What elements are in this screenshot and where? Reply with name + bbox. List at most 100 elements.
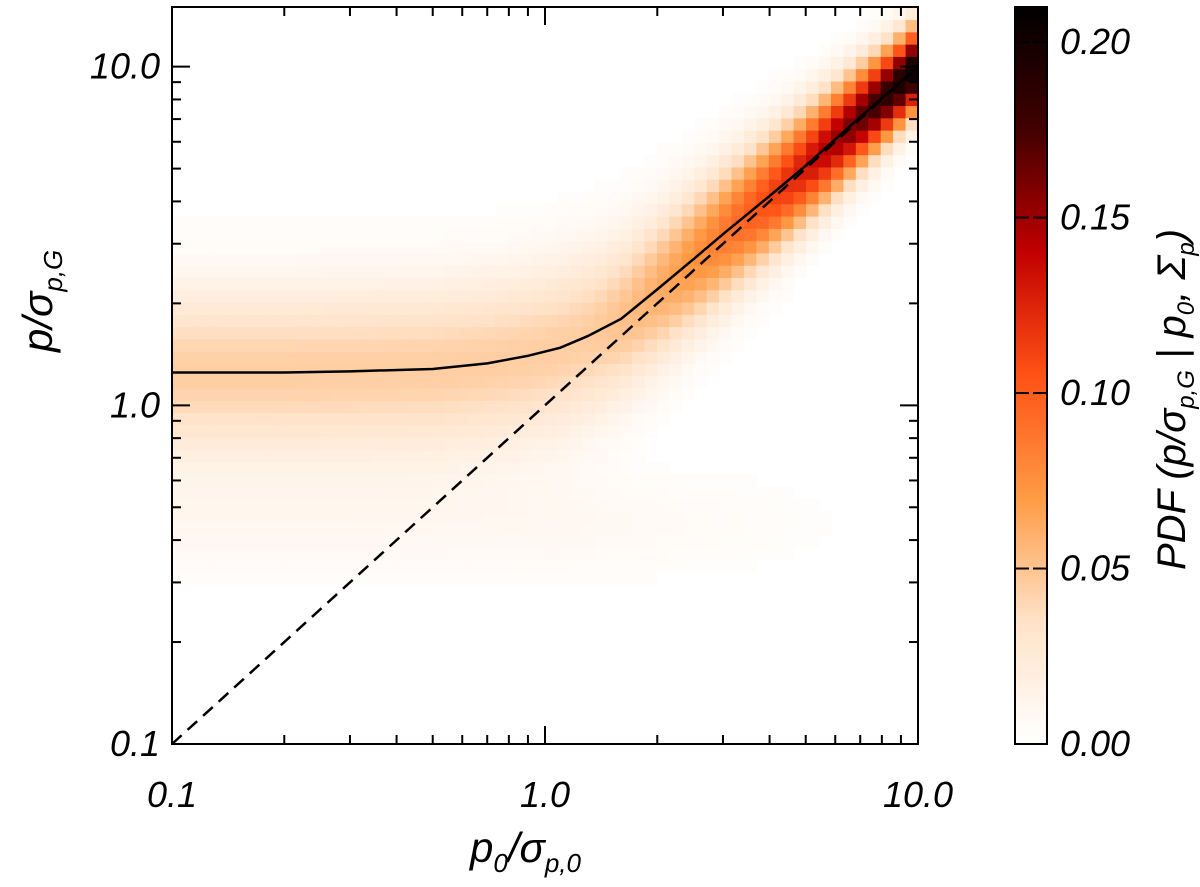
heatmap-cell [681,228,695,242]
heatmap-cell [184,277,198,291]
heatmap-cell [321,449,335,463]
heatmap-cell [383,424,397,438]
heatmap-cell [370,510,385,524]
heatmap-cell [433,350,447,365]
heatmap-cell [632,498,646,512]
heatmap-cell [756,105,770,119]
heatmap-cell [706,350,720,365]
heatmap-cell [445,289,459,303]
heatmap-cell [557,449,571,463]
heatmap-cell [457,215,472,229]
heatmap-cell [768,166,783,180]
heatmap-cell [470,228,484,242]
heatmap-cell [545,301,559,315]
heatmap-cell [507,375,521,389]
heatmap-cell [246,522,260,536]
heatmap-cell [781,215,795,229]
heatmap-cell [308,363,322,377]
heatmap-cell [607,486,621,500]
heatmap-cell [793,154,807,168]
heatmap-cell [632,473,646,487]
heatmap-cell [221,400,235,414]
heatmap-cell [818,215,832,229]
heatmap-cell [184,350,198,365]
heatmap-cell [358,228,372,242]
heatmap-cell [520,412,534,426]
heatmap-cell [308,338,322,352]
heatmap-cell [333,326,347,340]
heatmap-cell [433,522,447,536]
heatmap-cell [507,277,521,291]
heatmap-cell [457,547,472,561]
heatmap-cell [246,277,260,291]
heatmap-cell [619,350,633,365]
heatmap-cell [644,350,658,365]
svg-text:p0/σp,0: p0/σp,0 [468,824,582,878]
heatmap-cell [370,572,385,586]
heatmap-cell [830,142,845,156]
heatmap-cell [221,572,235,586]
heatmap-cell [470,350,484,365]
heatmap-cell [743,498,758,512]
heatmap-cell [582,375,596,389]
heatmap-cell [632,559,646,573]
heatmap-cell [806,535,820,549]
heatmap-cell [582,522,596,536]
heatmap-cell [408,473,422,487]
heatmap-cell [283,350,298,365]
heatmap-cell [706,191,720,205]
heatmap-cell [669,240,683,254]
heatmap-cell [358,449,372,463]
heatmap-cell [806,56,820,70]
heatmap-cell [296,572,310,586]
heatmap-cell [271,486,285,500]
heatmap-cell [433,338,447,352]
heatmap-cell [632,350,646,365]
heatmap-cell [408,326,422,340]
heatmap-cell [370,240,385,254]
heatmap-cell [259,350,273,365]
heatmap-cell [221,277,235,291]
heatmap-cell [482,338,497,352]
heatmap-cell [457,572,472,586]
heatmap-cell [793,535,807,549]
heatmap-cell [184,400,198,414]
heatmap-cell [495,215,509,229]
heatmap-cell [209,215,223,229]
heatmap-cell [271,363,285,377]
heatmap-cell [196,264,211,279]
heatmap-cell [520,301,534,315]
heatmap-cell [830,166,845,180]
heatmap-cell [333,215,347,229]
heatmap-cell [594,178,608,193]
heatmap-cell [669,326,683,340]
heatmap-cell [457,301,472,315]
heatmap-cell [346,338,360,352]
heatmap-cell [221,436,235,450]
heatmap-cell [756,240,770,254]
heatmap-cell [557,510,571,524]
heatmap-cell [632,535,646,549]
heatmap-cell [395,277,410,291]
heatmap-cell [445,264,459,279]
heatmap-cell [333,363,347,377]
heatmap-cell [768,154,783,168]
heatmap-cell [731,129,745,143]
heatmap-cell [768,215,783,229]
heatmap-cell [383,264,397,279]
heatmap-cell [358,400,372,414]
heatmap-cell [495,449,509,463]
heatmap-cell [743,154,758,168]
heatmap-cell [582,277,596,291]
heatmap-cell [694,277,708,291]
heatmap-cell [569,264,584,279]
heatmap-cell [172,289,186,303]
heatmap-cell [594,547,608,561]
heatmap-cell [781,191,795,205]
heatmap-cell [221,461,235,475]
heatmap-cell [569,387,584,401]
heatmap-cell [283,289,298,303]
heatmap-cell [433,400,447,414]
heatmap-cell [656,142,671,156]
